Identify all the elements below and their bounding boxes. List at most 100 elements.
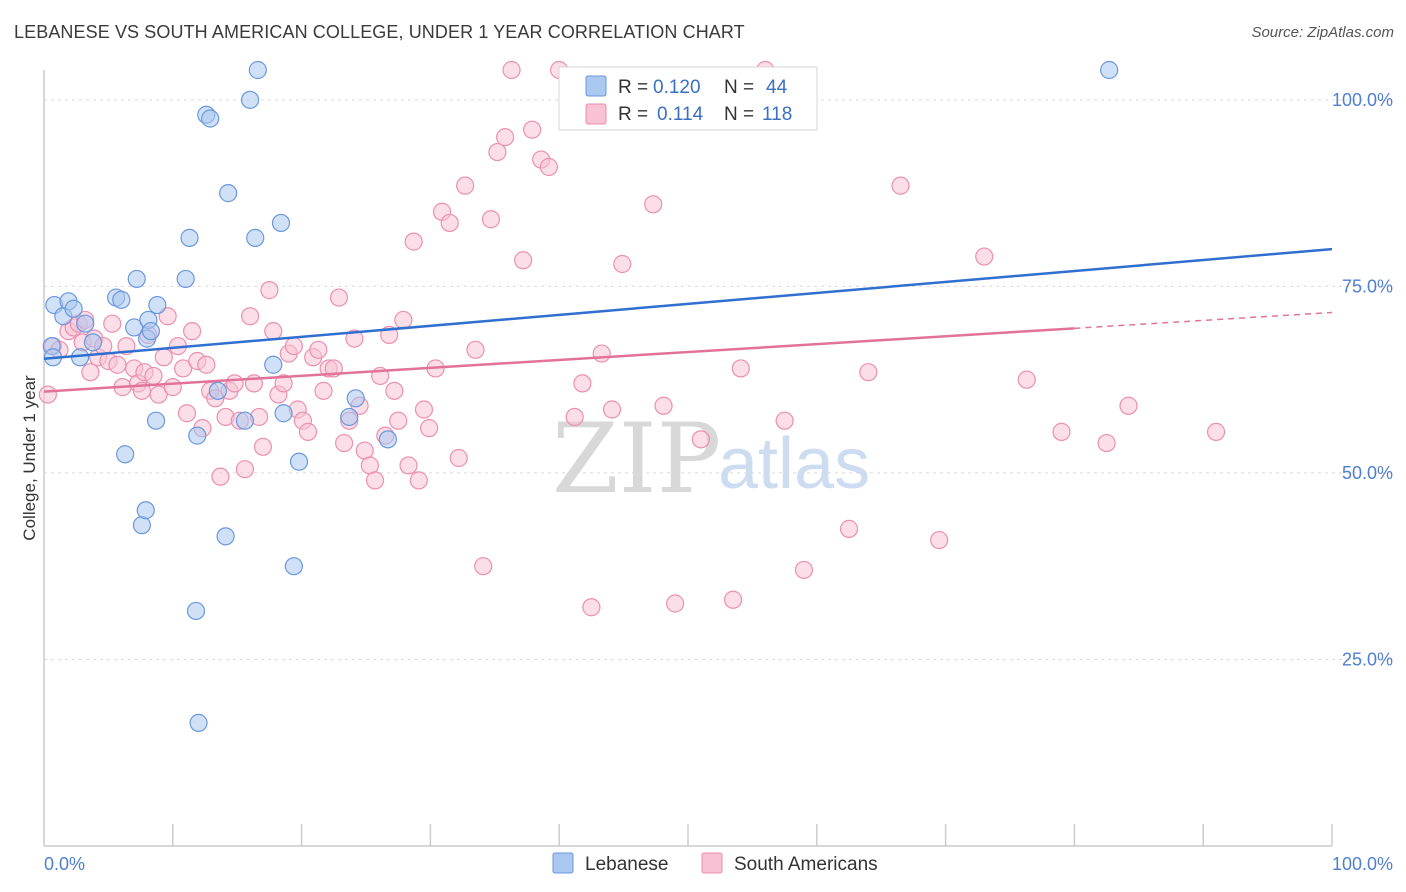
- lebanese-point: [248, 60, 267, 80]
- lebanese-point: [246, 228, 265, 247]
- south-americans-point: [975, 247, 994, 266]
- south-americans-point: [602, 400, 622, 419]
- y-tick-label: 50.0%: [1342, 463, 1393, 483]
- lebanese-point: [240, 90, 260, 109]
- south-americans-point: [211, 467, 230, 486]
- lebanese-trend-line: [43, 247, 1333, 361]
- south-americans-point: [81, 363, 100, 382]
- south-americans-point: [394, 310, 413, 330]
- lebanese-point: [378, 430, 397, 449]
- south-americans-point: [565, 407, 584, 427]
- south-americans-point: [440, 213, 459, 233]
- lebanese-point: [208, 381, 227, 400]
- stats-legend: R = 0.120 N = 44 R = 0.114 N = 118: [558, 66, 818, 131]
- south-americans-point: [414, 400, 434, 419]
- south-americans-point: [794, 560, 814, 580]
- south-americans-point: [329, 288, 349, 307]
- south-americans-point: [691, 430, 710, 449]
- lebanese-n-value: 44: [766, 77, 788, 98]
- source-label: Source: ZipAtlas.com: [1251, 24, 1394, 41]
- south-americans-point: [108, 355, 127, 374]
- south-americans-point: [449, 448, 468, 468]
- lebanese-point: [176, 269, 195, 289]
- y-axis-label: College, Under 1 year: [20, 375, 39, 541]
- lebanese-point: [289, 452, 309, 471]
- south-americans-point: [183, 322, 202, 341]
- south-americans-point: [345, 329, 364, 348]
- south-americans-points: [38, 60, 1226, 617]
- lebanese-point: [216, 527, 235, 546]
- south-americans-point: [158, 307, 177, 326]
- south-americans-point: [103, 314, 122, 333]
- legend-sa-label: South Americans: [734, 854, 878, 875]
- lebanese-swatch: [585, 75, 607, 97]
- south-americans-point: [1052, 422, 1071, 441]
- lebanese-r-label: R =: [618, 77, 648, 98]
- south-americans-point: [274, 374, 293, 393]
- south-americans-point: [409, 471, 428, 490]
- legend-sa-swatch: [701, 852, 723, 874]
- sa-n-value: 118: [762, 104, 792, 125]
- chart-title: LEBANESE VS SOUTH AMERICAN COLLEGE, UNDE…: [14, 22, 745, 42]
- south-americans-point: [474, 557, 493, 576]
- lebanese-points: [42, 60, 1119, 732]
- sa-swatch: [585, 103, 607, 125]
- south-americans-point: [930, 530, 949, 550]
- south-americans-point: [1119, 396, 1138, 415]
- lebanese-point: [274, 404, 293, 423]
- south-americans-point: [1097, 433, 1116, 453]
- x-axis-ticks: [172, 824, 1333, 846]
- lebanese-point: [83, 333, 103, 352]
- lebanese-point: [219, 184, 238, 203]
- south-americans-point: [456, 176, 475, 195]
- south-americans-point: [644, 195, 663, 214]
- south-americans-point: [466, 340, 485, 359]
- sa-r-value: 0.114: [657, 104, 704, 125]
- lebanese-point: [1100, 60, 1119, 80]
- south-americans-point: [613, 254, 632, 274]
- south-americans-point: [891, 176, 910, 195]
- south-americans-point: [539, 157, 558, 177]
- south-americans-point: [253, 437, 273, 456]
- y-tick-label: 25.0%: [1342, 649, 1393, 669]
- sa-r-label: R =: [618, 104, 648, 125]
- south-americans-point: [723, 590, 743, 609]
- x-tick-label-min: 0.0%: [44, 854, 85, 874]
- south-americans-point: [240, 307, 260, 326]
- south-americans-point: [666, 594, 685, 613]
- south-americans-point: [365, 471, 385, 490]
- x-tick-label-max: 100.0%: [1332, 854, 1393, 874]
- south-americans-point: [38, 385, 57, 404]
- lebanese-point: [346, 389, 365, 408]
- south-americans-point: [775, 411, 794, 430]
- south-americans-point: [163, 378, 182, 397]
- lebanese-point: [146, 411, 166, 430]
- lebanese-point: [180, 228, 199, 247]
- south-americans-point: [839, 519, 859, 538]
- south-americans-point: [582, 598, 601, 617]
- south-americans-point: [314, 381, 333, 400]
- sa-trend-line: [43, 327, 1075, 393]
- lebanese-point: [189, 713, 208, 732]
- south-americans-point: [496, 128, 515, 147]
- south-americans-point: [420, 419, 439, 438]
- south-americans-point: [399, 456, 418, 475]
- sa-n-label: N =: [724, 104, 754, 125]
- lebanese-point: [76, 314, 95, 333]
- south-americans-point: [197, 355, 216, 374]
- lebanese-point: [148, 295, 167, 315]
- lebanese-n-label: N =: [724, 77, 754, 98]
- lebanese-point: [188, 426, 207, 445]
- y-tick-label: 100.0%: [1332, 90, 1393, 110]
- lebanese-point: [186, 601, 206, 621]
- south-americans-point: [592, 344, 611, 363]
- lebanese-point: [340, 407, 359, 427]
- south-americans-point: [481, 210, 501, 229]
- legend-lebanese-label: Lebanese: [585, 854, 668, 875]
- lebanese-point: [201, 109, 220, 128]
- south-americans-point: [731, 359, 750, 378]
- south-americans-point: [264, 322, 283, 341]
- lebanese-point: [64, 299, 83, 318]
- watermark-atlas: atlas: [718, 424, 870, 504]
